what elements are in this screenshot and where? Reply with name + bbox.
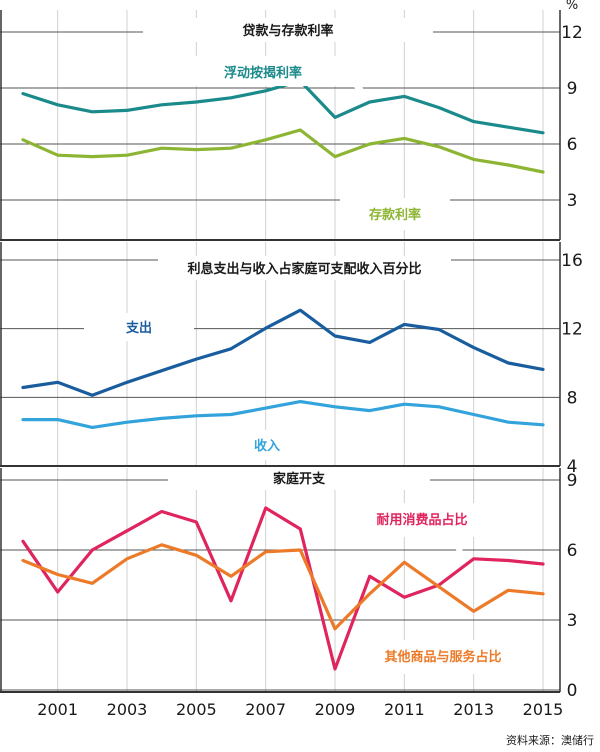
series-line-2-2 <box>21 400 545 429</box>
y-tick-label: 16 <box>561 251 583 271</box>
label-callout <box>484 623 496 642</box>
x-tick-label: 2011 <box>384 700 425 719</box>
label-callout <box>365 188 378 200</box>
series-label: 支出 <box>125 320 152 336</box>
x-tick-label: 2015 <box>523 700 564 719</box>
label-box <box>378 640 510 674</box>
series-label: 收入 <box>254 438 280 454</box>
label-callout <box>352 81 371 101</box>
label-box <box>84 313 194 341</box>
panel-title: 家庭开支 <box>273 471 326 487</box>
y-tick-label: 12 <box>561 23 583 43</box>
y-tick-label: 6 <box>567 541 578 561</box>
series-line-1-2 <box>21 128 545 174</box>
y-tick-label: 4 <box>567 457 578 477</box>
x-tick-label: 2009 <box>315 700 356 719</box>
panel-title: 贷款与存款利率 <box>242 23 333 39</box>
unit-label: % <box>566 0 578 13</box>
title-box <box>168 468 430 490</box>
series-label: 耐用消费品占比 <box>376 512 467 528</box>
x-tick-label: 2001 <box>37 700 78 719</box>
x-tick-label: 2013 <box>453 700 494 719</box>
y-tick-label: 3 <box>567 191 578 211</box>
source-note: 资料来源：澳储行 <box>506 733 594 747</box>
y-tick-label: 12 <box>561 320 583 340</box>
series-line-1-1 <box>21 79 545 135</box>
x-tick-label: 2005 <box>176 700 217 719</box>
x-tick-label: 2003 <box>107 700 148 719</box>
y-tick-label: 9 <box>567 471 578 491</box>
panel-title: 利息支出与收入占家庭可支配收入百分比 <box>187 261 421 277</box>
series-line-3-2 <box>21 543 545 631</box>
label-callout <box>165 340 178 363</box>
label-box <box>340 198 450 230</box>
label-callout <box>250 418 263 432</box>
label-box <box>225 430 310 460</box>
y-tick-label: 6 <box>567 135 578 155</box>
series-line-3-1 <box>21 506 545 671</box>
label-box <box>365 503 488 537</box>
series-label: 浮动按揭利率 <box>224 65 302 81</box>
y-tick-label: 0 <box>567 681 578 701</box>
label-box <box>150 56 375 86</box>
y-tick-label: 9 <box>567 79 578 99</box>
y-tick-label: 3 <box>567 611 578 631</box>
label-callout <box>452 536 465 559</box>
series-line-2-1 <box>21 308 545 397</box>
title-box <box>143 18 433 42</box>
title-box <box>158 256 451 280</box>
series-label: 其他商品与服务占比 <box>384 649 501 665</box>
y-tick-label: 8 <box>567 388 578 408</box>
series-label: 存款利率 <box>369 207 421 223</box>
x-tick-label: 2007 <box>245 700 286 719</box>
